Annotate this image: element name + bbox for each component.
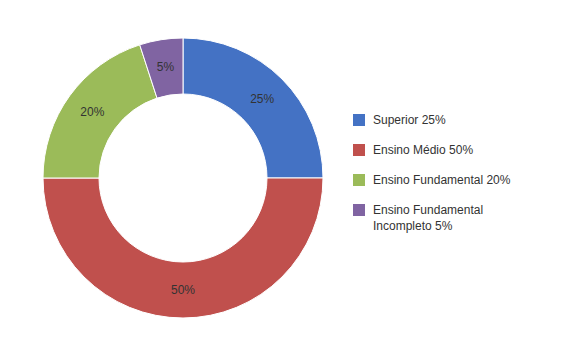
svg-text:5%: 5% <box>157 60 175 74</box>
svg-text:20%: 20% <box>80 105 104 119</box>
svg-text:50%: 50% <box>171 283 195 297</box>
html-text:Ensino Fundamental 20%: Ensino Fundamental 20% <box>373 173 511 187</box>
html-text:Ensino Médio 50%: Ensino Médio 50% <box>373 143 474 157</box>
svg-text:25%: 25% <box>250 92 274 106</box>
html-text:Ensino Fundamental: Ensino Fundamental <box>373 203 484 217</box>
html-text:Incompleto 5%: Incompleto 5% <box>373 219 453 233</box>
html-text:Superior 25%: Superior 25% <box>373 113 446 127</box>
